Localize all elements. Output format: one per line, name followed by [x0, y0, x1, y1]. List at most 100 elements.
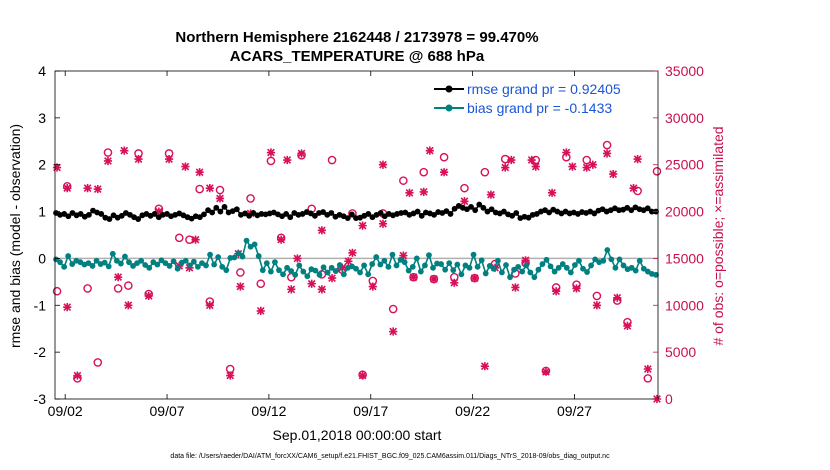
right-tick-label: 15000	[665, 250, 704, 266]
bias-point	[490, 265, 497, 272]
bias-point	[442, 266, 449, 273]
obs-assimilated-point	[378, 219, 388, 228]
obs-assimilated-point	[643, 364, 652, 374]
obs-assimilated-point	[327, 274, 337, 283]
obs-assimilated-point	[507, 155, 516, 165]
bias-point	[215, 254, 222, 260]
bias-point	[117, 260, 124, 267]
bias-point	[389, 251, 396, 258]
obs-assimilated-point	[266, 148, 276, 157]
rmse-point	[447, 211, 454, 217]
rmse-point	[311, 212, 318, 219]
obs-assimilated-point	[344, 257, 353, 266]
bias-point	[653, 271, 659, 278]
bias-point	[211, 261, 218, 268]
obs-assimilated-point	[236, 282, 245, 291]
right-tick-label: 25000	[665, 157, 704, 173]
rmse-point	[98, 211, 105, 217]
bias-point	[316, 271, 323, 278]
bias-point	[446, 260, 453, 267]
bias-point	[531, 274, 538, 281]
bias-point	[486, 263, 493, 269]
bias-point	[182, 257, 189, 264]
bias-point	[130, 263, 136, 269]
bias-point	[588, 262, 595, 269]
bias-point	[571, 262, 578, 268]
obs-assimilated-point	[103, 156, 113, 166]
bias-point	[361, 262, 367, 269]
rmse-point	[509, 212, 516, 219]
obs-assimilated-point	[120, 146, 129, 155]
obs-assimilated-point	[439, 168, 449, 177]
obs-assimilated-point	[73, 371, 82, 380]
bias-point	[158, 257, 165, 264]
bias-point	[620, 262, 627, 269]
rmse-point	[451, 205, 458, 212]
rmse-point	[85, 211, 92, 218]
obs-assimilated-point	[368, 282, 377, 291]
chart-subtitle: ACARS_TEMPERATURE @ 688 hPa	[230, 48, 485, 65]
obs-possible-point	[500, 154, 510, 164]
obs-assimilated-point	[63, 184, 72, 193]
obs-assimilated-point	[358, 221, 367, 230]
bias-point	[401, 259, 408, 266]
bias-point	[186, 262, 193, 269]
bias-point	[146, 264, 153, 271]
bias-point	[207, 251, 213, 258]
bias-point	[551, 268, 558, 275]
obs-assimilated-point	[562, 148, 571, 157]
obs-possible-point	[266, 156, 276, 166]
y-tick-label: -3	[34, 391, 47, 407]
rmse-point	[283, 211, 290, 217]
obs-possible-point	[592, 291, 602, 301]
rmse-point	[377, 210, 384, 216]
obs-assimilated-point	[358, 371, 367, 380]
bias-point	[126, 259, 132, 266]
obs-possible-point	[113, 284, 123, 293]
obs-assimilated-point	[317, 226, 326, 235]
bias-point	[113, 257, 120, 264]
bias-point	[272, 259, 278, 266]
obs-assimilated-point	[226, 371, 235, 380]
obs-possible-point	[215, 185, 225, 195]
obs-assimilated-point	[419, 187, 428, 196]
right-tick-label: 10000	[665, 297, 704, 313]
obs-assimilated-point	[527, 155, 536, 165]
obs-possible-point	[439, 152, 449, 162]
obs-possible-point	[83, 284, 92, 293]
obs-assimilated-point	[480, 362, 489, 371]
rmse-point	[106, 216, 113, 222]
bias-point	[85, 260, 92, 267]
obs-assimilated-point	[52, 163, 62, 172]
obs-possible-point	[327, 155, 337, 165]
bias-point	[243, 237, 250, 244]
bias-point	[65, 253, 72, 259]
bias-point	[430, 264, 436, 271]
bias-point	[300, 268, 307, 275]
obs-assimilated-point	[338, 263, 347, 272]
rmse-point	[201, 211, 207, 218]
obs-assimilated-point	[425, 146, 434, 155]
bias-point	[373, 254, 380, 260]
y-tick-label: 3	[38, 110, 46, 126]
plot-frame	[54, 70, 659, 400]
obs-assimilated-point	[511, 283, 520, 292]
x-axis-ticks: 09/02 09/07 09/12 09/17 09/22 09/27	[48, 71, 592, 419]
bias-point	[584, 269, 590, 275]
rmse-point	[591, 210, 598, 217]
obs-assimilated-point	[93, 184, 102, 194]
y-tick-label: 4	[38, 63, 46, 79]
bias-point	[336, 262, 343, 268]
bias-point	[494, 257, 501, 264]
obs-assimilated-point	[629, 184, 638, 193]
obs-assimilated-point	[633, 154, 642, 164]
obs-assimilated-point	[568, 162, 577, 171]
y-axis-label: rmse and bias (model - observation)	[7, 124, 23, 348]
rmse-point	[135, 216, 142, 222]
rmse-point	[546, 209, 553, 216]
obs-assimilated-point	[317, 285, 326, 294]
bias-point	[640, 265, 647, 272]
obs-assimilated-point	[195, 168, 204, 177]
bias-point	[296, 262, 303, 269]
